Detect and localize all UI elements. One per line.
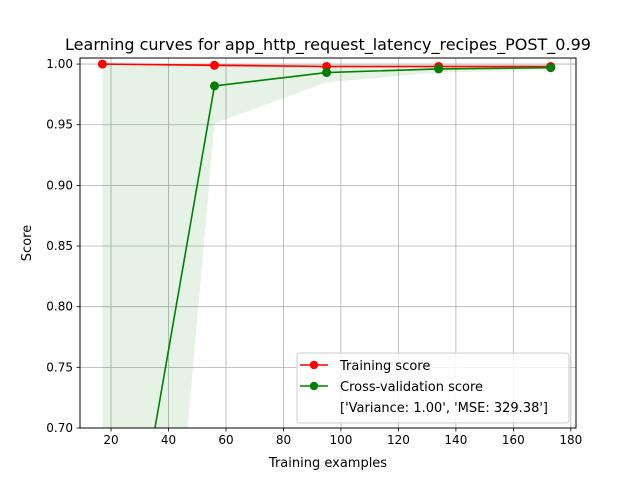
y-tick-label: 0.70 xyxy=(46,421,73,435)
x-tick-label: 20 xyxy=(103,433,118,447)
y-tick-label: 0.80 xyxy=(46,300,73,314)
chart-title: Learning curves for app_http_request_lat… xyxy=(65,35,591,55)
y-tick-label: 0.75 xyxy=(46,360,73,374)
x-tick-label: 100 xyxy=(329,433,352,447)
cross-validation-score-point xyxy=(546,63,556,73)
y-tick-label: 0.85 xyxy=(46,239,73,253)
cross-validation-score-confidence-band xyxy=(102,64,551,428)
legend-marker-cross-validation xyxy=(309,381,319,391)
x-tick-label: 160 xyxy=(502,433,525,447)
legend-annotation-metrics: ['Variance: 1.00', 'MSE: 329.38'] xyxy=(340,401,548,416)
legend: Training score Cross-validation score ['… xyxy=(296,352,570,424)
y-tick-label: 0.95 xyxy=(46,118,73,132)
legend-box xyxy=(296,352,570,424)
training-score-point xyxy=(209,60,219,70)
cross-validation-score-point xyxy=(434,64,444,74)
legend-marker-training xyxy=(309,360,319,370)
y-axis-ticks: 0.70 0.75 0.80 0.85 0.90 0.95 1.00 xyxy=(46,57,80,435)
legend-label-training: Training score xyxy=(339,359,430,374)
cross-validation-score-point xyxy=(322,68,332,78)
cross-validation-score-point xyxy=(209,81,219,91)
y-tick-label: 0.90 xyxy=(46,178,73,192)
y-tick-label: 1.00 xyxy=(46,57,73,71)
x-tick-label: 60 xyxy=(218,433,233,447)
x-axis-ticks: 20 40 60 80 100 120 140 160 180 xyxy=(103,428,582,447)
x-tick-label: 40 xyxy=(161,433,176,447)
x-tick-label: 80 xyxy=(276,433,291,447)
x-axis-label: Training examples xyxy=(268,456,387,471)
x-tick-label: 140 xyxy=(444,433,467,447)
y-axis-label: Score xyxy=(20,225,35,261)
legend-label-cross-validation: Cross-validation score xyxy=(340,380,483,395)
x-tick-label: 120 xyxy=(387,433,410,447)
plot-area-frame xyxy=(79,57,577,429)
x-tick-label: 180 xyxy=(559,433,582,447)
training-score-point xyxy=(97,59,107,69)
series-points xyxy=(97,59,556,91)
